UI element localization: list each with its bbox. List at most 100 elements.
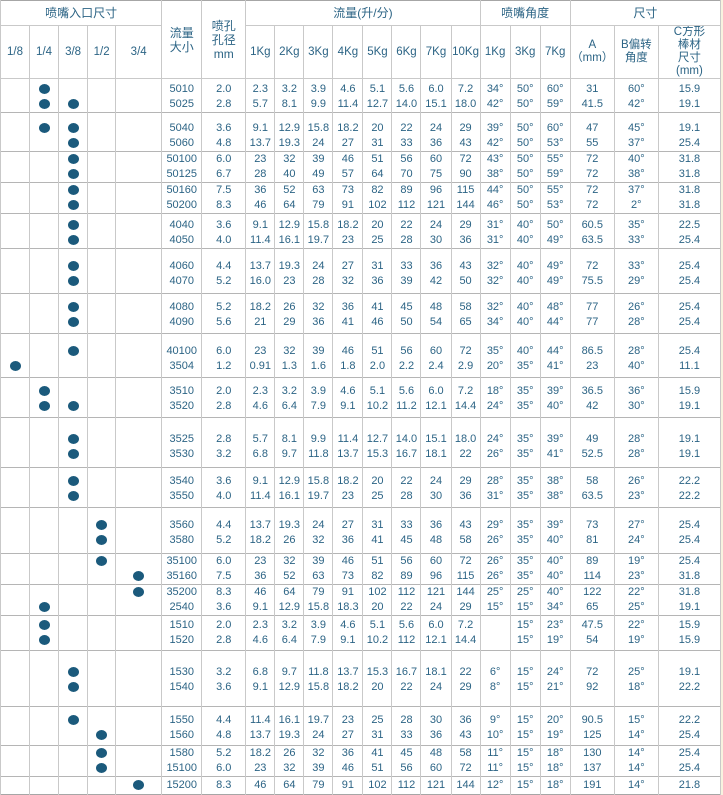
flow-10kg-cell: 115 bbox=[450, 182, 481, 198]
angle-7kg-cell: 38° bbox=[539, 467, 571, 489]
flow-5kg-cell: 25 bbox=[362, 233, 393, 249]
flow-2kg-cell: 6.4 bbox=[274, 399, 305, 418]
flow-6kg-cell: 33 bbox=[391, 248, 422, 274]
flow-1kg-cell: 4.6 bbox=[245, 633, 276, 651]
flow-5kg-cell: 51 bbox=[362, 761, 393, 777]
flow-3kg-cell: 32 bbox=[303, 533, 334, 554]
dim-c-cell: 22.2 bbox=[657, 706, 722, 728]
flow-3kg-cell: 15.8 bbox=[303, 112, 334, 136]
dim-b-cell: 15° bbox=[613, 706, 659, 728]
model-cell: 5060 bbox=[161, 136, 203, 152]
dim-c-cell: 25.4 bbox=[657, 136, 722, 152]
inlet-1-4-cell bbox=[29, 553, 60, 569]
model-cell: 15100 bbox=[161, 761, 203, 777]
inlet-3-4-cell bbox=[115, 776, 163, 795]
angle-1kg-cell: 32° bbox=[479, 293, 511, 315]
dim-b-cell: 19° bbox=[613, 553, 659, 569]
flow-10kg-cell: 14.4 bbox=[450, 399, 481, 418]
flow-col-4kg: 4Kg bbox=[332, 25, 364, 79]
model-cell: 3510 bbox=[161, 377, 203, 399]
angle-1kg-cell: 12° bbox=[479, 776, 511, 795]
dim-b-cell: 42° bbox=[613, 97, 659, 113]
angle-1kg-cell: 24° bbox=[479, 399, 511, 418]
orifice-cell: 2.8 bbox=[201, 417, 247, 447]
dim-c-cell: 31.8 bbox=[657, 584, 722, 600]
flow-5kg-cell: 15.3 bbox=[362, 650, 393, 680]
dim-a-cell: 54 bbox=[569, 633, 615, 651]
flow-3kg-cell: 39 bbox=[303, 151, 334, 167]
dim-c-cell: 25.4 bbox=[657, 745, 722, 761]
flow-4kg-cell: 46 bbox=[332, 333, 364, 359]
flow-4kg-cell: 11.4 bbox=[332, 417, 364, 447]
table-row: 4050 4.0 11.4 16.1 19.7 23 25 28 30 36 31° 40° 49° 63… bbox=[0, 233, 722, 249]
angle-3kg-cell: 15° bbox=[509, 680, 541, 707]
inlet-1-2-cell bbox=[87, 584, 117, 600]
inlet-1-2-cell bbox=[87, 274, 117, 294]
dim-c-cell: 25.4 bbox=[657, 507, 722, 533]
dim-b-cell: 23° bbox=[613, 569, 659, 585]
orifice-cell: 4.0 bbox=[201, 489, 247, 508]
flow-4kg-cell: 27 bbox=[332, 507, 364, 533]
inlet-1-8-cell bbox=[0, 533, 31, 554]
inlet-3-8-cell bbox=[58, 533, 89, 554]
flow-5kg-cell: 20 bbox=[362, 680, 393, 707]
orifice-cell: 3.6 bbox=[201, 112, 247, 136]
inlet-3-8-cell bbox=[58, 167, 89, 183]
flow-1kg-cell: 18.2 bbox=[245, 745, 276, 761]
flow-10kg-cell: 36 bbox=[450, 706, 481, 728]
inlet-3-4-cell bbox=[115, 533, 163, 554]
inlet-1-4-cell bbox=[29, 680, 60, 707]
inlet-3-8-cell bbox=[58, 97, 89, 113]
orifice-cell: 5.2 bbox=[201, 745, 247, 761]
dim-b-cell: 33° bbox=[613, 248, 659, 274]
flow-1kg-cell: 4.6 bbox=[245, 399, 276, 418]
flow-6kg-cell: 28 bbox=[391, 489, 422, 508]
dim-a-cell: 49 bbox=[569, 417, 615, 447]
flow-6kg-cell: 56 bbox=[391, 761, 422, 777]
table-row: 2540 3.6 9.1 12.9 15.8 18.3 20 22 24 29 15° 15° 34° 6… bbox=[0, 600, 722, 616]
angle-7kg-cell: 44° bbox=[539, 333, 571, 359]
flow-5kg-cell: 20 bbox=[362, 467, 393, 489]
dim-a-cell: 63.5 bbox=[569, 489, 615, 508]
angle-3kg-cell: 35° bbox=[509, 377, 541, 399]
flow-4kg-cell: 41 bbox=[332, 315, 364, 334]
table-row: 3525 2.8 5.7 8.1 9.9 11.4 12.7 14.0 15.1 18.0 24° 3… bbox=[0, 417, 722, 447]
table-row: 3540 3.6 9.1 12.9 15.8 18.2 20 22 24 29 28° 35° 38° 5… bbox=[0, 467, 722, 489]
flow-5kg-cell: 5.1 bbox=[362, 78, 393, 97]
inlet-1-2-cell bbox=[87, 97, 117, 113]
orifice-cell: 4.0 bbox=[201, 233, 247, 249]
inlet-3-4-cell bbox=[115, 615, 163, 633]
orifice-cell: 3.2 bbox=[201, 650, 247, 680]
inlet-3-8-cell bbox=[58, 761, 89, 777]
inlet-3-8-cell bbox=[58, 553, 89, 569]
inlet-dot bbox=[9, 361, 21, 372]
inlet-3-8-cell bbox=[58, 213, 89, 233]
model-cell: 3530 bbox=[161, 447, 203, 468]
angle-7kg-cell: 21° bbox=[539, 680, 571, 707]
dim-c-cell: 19.1 bbox=[657, 399, 722, 418]
model-cell: 2540 bbox=[161, 600, 203, 616]
dim-b-cell: 28° bbox=[613, 447, 659, 468]
inlet-3-8-cell bbox=[58, 248, 89, 274]
flow-7kg-cell: 54 bbox=[420, 315, 452, 334]
dim-b-cell: 37° bbox=[613, 136, 659, 152]
row-group: 35200 8.3 46 64 79 91 102 112 121 144 25° 25° 40° 122… bbox=[0, 584, 722, 616]
flow-1kg-cell: 13.7 bbox=[245, 248, 276, 274]
flow-7kg-cell: 15.1 bbox=[420, 417, 452, 447]
flow-1kg-cell: 21 bbox=[245, 315, 276, 334]
row-group: 4080 5.2 18.2 26 32 36 41 45 48 58 32° 40° 48° 77 26° 2… bbox=[0, 293, 722, 334]
flow-col-7kg: 7Kg bbox=[420, 25, 452, 79]
flow-6kg-cell: 70 bbox=[391, 167, 422, 183]
header-sub-row: 1/8 1/4 3/8 1/2 3/4 1Kg 2Kg 3Kg 4Kg 5Kg … bbox=[0, 25, 722, 79]
flow-2kg-cell: 23 bbox=[274, 274, 305, 294]
flow-1kg-cell: 36 bbox=[245, 569, 276, 585]
inlet-3-8-cell bbox=[58, 489, 89, 508]
inlet-3-8-cell bbox=[58, 615, 89, 633]
flow-7kg-cell: 60 bbox=[420, 333, 452, 359]
angle-1kg-cell: 20° bbox=[479, 359, 511, 378]
flow-1kg-cell: 11.4 bbox=[245, 489, 276, 508]
inlet-1-8-cell bbox=[0, 761, 31, 777]
flow-7kg-cell: 121 bbox=[420, 584, 452, 600]
flow-10kg-cell: 43 bbox=[450, 507, 481, 533]
model-cell: 3540 bbox=[161, 467, 203, 489]
